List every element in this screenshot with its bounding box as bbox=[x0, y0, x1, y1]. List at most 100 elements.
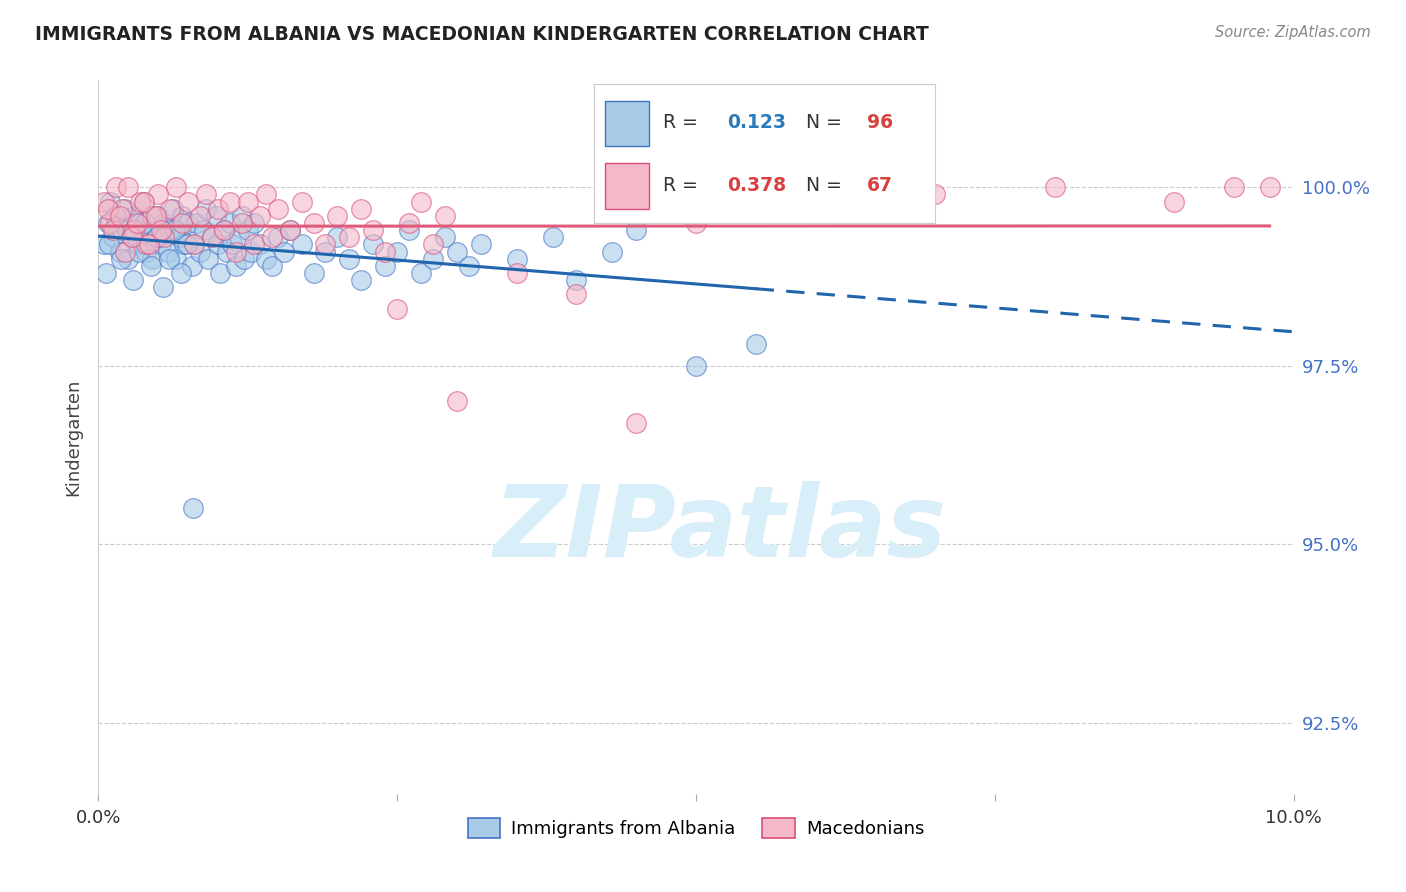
Text: ZIPatlas: ZIPatlas bbox=[494, 482, 946, 578]
Point bbox=[350, 273, 373, 287]
Point bbox=[132, 194, 155, 209]
Point bbox=[186, 216, 208, 230]
Point bbox=[122, 273, 145, 287]
Point bbox=[121, 230, 143, 244]
Point bbox=[326, 230, 349, 244]
Point bbox=[145, 230, 167, 244]
Point bbox=[219, 216, 242, 230]
Point bbox=[195, 187, 218, 202]
Point bbox=[243, 216, 266, 230]
Point bbox=[363, 223, 385, 237]
Point bbox=[434, 230, 457, 244]
Point bbox=[94, 266, 117, 280]
Point bbox=[114, 244, 136, 259]
Point bbox=[541, 230, 564, 244]
Point bbox=[243, 237, 266, 252]
Point bbox=[626, 416, 648, 430]
Point bbox=[231, 209, 253, 223]
Point bbox=[267, 202, 290, 216]
Point bbox=[254, 252, 277, 266]
Point bbox=[278, 223, 301, 237]
Point bbox=[159, 223, 181, 237]
Text: IMMIGRANTS FROM ALBANIA VS MACEDONIAN KINDERGARTEN CORRELATION CHART: IMMIGRANTS FROM ALBANIA VS MACEDONIAN KI… bbox=[35, 25, 929, 44]
Point bbox=[225, 259, 247, 273]
Point bbox=[117, 180, 139, 194]
Point bbox=[152, 280, 174, 294]
Point bbox=[446, 394, 468, 409]
Point bbox=[398, 223, 420, 237]
Point bbox=[121, 230, 143, 244]
Point bbox=[291, 194, 314, 209]
Point bbox=[273, 244, 295, 259]
Legend: Immigrants from Albania, Macedonians: Immigrants from Albania, Macedonians bbox=[461, 811, 931, 846]
Point bbox=[339, 230, 361, 244]
Point bbox=[602, 244, 624, 259]
Point bbox=[188, 244, 211, 259]
Point bbox=[93, 194, 115, 209]
Y-axis label: Kindergarten: Kindergarten bbox=[63, 378, 82, 496]
Point bbox=[98, 216, 122, 230]
Text: Source: ZipAtlas.com: Source: ZipAtlas.com bbox=[1215, 25, 1371, 40]
Point bbox=[385, 301, 409, 316]
Point bbox=[124, 209, 146, 223]
Point bbox=[254, 187, 277, 202]
Point bbox=[804, 180, 827, 194]
Point bbox=[267, 230, 290, 244]
Point bbox=[291, 237, 314, 252]
Point bbox=[249, 209, 271, 223]
Point bbox=[135, 244, 157, 259]
Point bbox=[149, 223, 172, 237]
Point bbox=[125, 216, 148, 230]
Point bbox=[177, 216, 200, 230]
Point bbox=[249, 237, 271, 252]
Point bbox=[138, 237, 160, 252]
Point bbox=[240, 244, 263, 259]
Point bbox=[93, 237, 115, 252]
Point bbox=[105, 180, 128, 194]
Point bbox=[180, 259, 202, 273]
Point bbox=[745, 337, 768, 351]
Point bbox=[1258, 180, 1281, 194]
Point bbox=[101, 230, 124, 244]
Point bbox=[97, 202, 120, 216]
Point bbox=[201, 230, 224, 244]
Point bbox=[188, 209, 211, 223]
Point bbox=[278, 223, 301, 237]
Point bbox=[339, 252, 361, 266]
Point bbox=[924, 187, 946, 202]
Point bbox=[446, 244, 468, 259]
Point bbox=[105, 209, 128, 223]
Point bbox=[148, 209, 170, 223]
Point bbox=[1223, 180, 1246, 194]
Point bbox=[204, 209, 226, 223]
Point bbox=[172, 209, 194, 223]
Point bbox=[124, 223, 146, 237]
Point bbox=[129, 216, 152, 230]
Point bbox=[153, 216, 176, 230]
Point bbox=[141, 209, 163, 223]
Point bbox=[411, 266, 433, 280]
Point bbox=[108, 209, 131, 223]
Point bbox=[195, 202, 218, 216]
Point bbox=[115, 223, 138, 237]
Point bbox=[141, 252, 163, 266]
Point bbox=[172, 216, 194, 230]
Point bbox=[193, 223, 215, 237]
Point bbox=[201, 230, 224, 244]
Point bbox=[626, 223, 648, 237]
Point bbox=[98, 237, 121, 252]
Point bbox=[101, 223, 124, 237]
Point bbox=[114, 202, 136, 216]
Point bbox=[207, 202, 229, 216]
Point bbox=[302, 216, 325, 230]
Point bbox=[219, 194, 242, 209]
Point bbox=[470, 237, 492, 252]
Point bbox=[434, 209, 457, 223]
Point bbox=[217, 244, 239, 259]
Point bbox=[157, 252, 180, 266]
Point bbox=[212, 223, 235, 237]
Point bbox=[156, 244, 179, 259]
Point bbox=[209, 266, 232, 280]
Point bbox=[315, 244, 337, 259]
Point bbox=[350, 202, 373, 216]
